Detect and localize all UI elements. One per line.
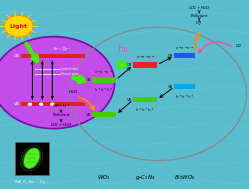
Text: Light: Light: [10, 24, 28, 29]
FancyBboxPatch shape: [21, 54, 85, 58]
Text: $WO_3$: $WO_3$: [97, 173, 111, 182]
Text: $h^+h^+h^+$: $h^+h^+h^+$: [94, 86, 114, 94]
Text: VB: VB: [14, 102, 20, 106]
FancyBboxPatch shape: [92, 77, 116, 83]
Text: $CO_2 + H_2O$: $CO_2 + H_2O$: [188, 5, 210, 12]
FancyBboxPatch shape: [92, 112, 116, 117]
Text: $Bi_2WO_6$: $Bi_2WO_6$: [174, 173, 196, 182]
Text: Excited state: Excited state: [61, 67, 78, 70]
Circle shape: [39, 102, 43, 106]
Text: $O_2$: $O_2$: [236, 42, 243, 50]
Text: CB: CB: [126, 63, 132, 67]
Text: $CO_2 + H_2O$: $CO_2 + H_2O$: [50, 121, 72, 129]
FancyBboxPatch shape: [174, 53, 195, 58]
Text: CB: CB: [14, 54, 20, 58]
Text: Pollutant: Pollutant: [190, 14, 208, 18]
FancyBboxPatch shape: [133, 97, 157, 102]
Circle shape: [28, 102, 32, 106]
Text: $h\nu$: $h\nu$: [117, 43, 129, 54]
Text: $h\nu$: $h\nu$: [56, 59, 66, 68]
Text: $g$-$C_3N_4$: $g$-$C_3N_4$: [135, 173, 155, 182]
Text: CB: CB: [168, 54, 173, 58]
Circle shape: [4, 15, 33, 37]
Text: $h^+h^+h^+$: $h^+h^+h^+$: [175, 93, 195, 101]
Text: VB: VB: [86, 113, 91, 117]
FancyBboxPatch shape: [21, 102, 85, 106]
Text: VB: VB: [168, 85, 173, 89]
Text: $OH + H^+$: $OH + H^+$: [52, 102, 70, 110]
Text: VB: VB: [127, 98, 132, 102]
Text: $e^-e^-e^-$: $e^-e^-e^-$: [94, 70, 114, 76]
FancyBboxPatch shape: [15, 142, 49, 175]
Text: $O_2^-$: $O_2^-$: [195, 19, 203, 27]
FancyBboxPatch shape: [133, 62, 157, 68]
Text: $h\nu$: $h\nu$: [72, 57, 85, 68]
Text: $H_2O$: $H_2O$: [68, 88, 78, 96]
Circle shape: [50, 102, 55, 106]
FancyBboxPatch shape: [174, 84, 195, 89]
Text: $SrAl_2O_4$ :$Eu^{2+}$, $Dy^{3+}$: $SrAl_2O_4$ :$Eu^{2+}$, $Dy^{3+}$: [13, 178, 50, 187]
Text: CB: CB: [85, 78, 91, 82]
Text: $e^-e^-e^-$: $e^-e^-e^-$: [135, 55, 155, 61]
Text: Ground state: Ground state: [61, 72, 78, 76]
Text: $Eu^{2+}, Dy^{3+}$: $Eu^{2+}, Dy^{3+}$: [53, 45, 72, 53]
Text: $h^+h^+h^+$: $h^+h^+h^+$: [135, 106, 155, 114]
Text: $e^-e^-e^-$: $e^-e^-e^-$: [175, 46, 194, 52]
Text: Pollutant: Pollutant: [52, 113, 70, 118]
Ellipse shape: [24, 148, 40, 168]
Circle shape: [0, 37, 115, 129]
